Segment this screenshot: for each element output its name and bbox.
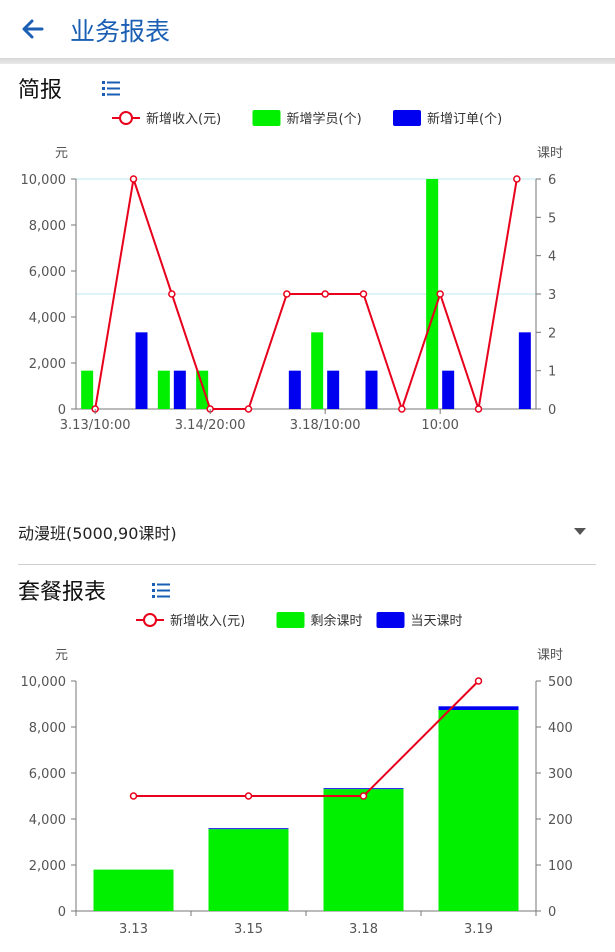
- bar: [288, 370, 301, 409]
- y2-tick-label: 4: [548, 250, 556, 265]
- y-tick-label: 10,000: [21, 173, 67, 188]
- legend-label: 当天课时: [411, 614, 463, 629]
- line-point: [513, 175, 521, 183]
- y2-tick-label: 0: [548, 403, 556, 418]
- y2-tick-label: 3: [548, 288, 556, 303]
- y2-axis-label: 课时: [537, 648, 563, 663]
- line-point: [129, 792, 138, 800]
- y2-tick-label: 5: [548, 211, 556, 226]
- bar: [438, 709, 519, 911]
- y-tick-label: 4,000: [29, 813, 66, 828]
- select-underline: [18, 564, 596, 565]
- package-select[interactable]: 动漫班(5000,90课时): [18, 512, 596, 565]
- bar: [518, 332, 531, 409]
- series-line: [133, 680, 480, 797]
- line-point: [129, 175, 138, 183]
- y2-tick-label: 300: [548, 767, 573, 782]
- bar: [323, 788, 404, 790]
- line-point: [359, 792, 368, 800]
- bar: [135, 332, 148, 409]
- x-tick-label: 10:00: [421, 418, 458, 433]
- y2-axis-label: 课时: [537, 146, 563, 161]
- bar: [426, 179, 439, 409]
- legend-swatch: [376, 612, 405, 628]
- y-tick-label: 8,000: [29, 219, 66, 234]
- line-point: [283, 290, 291, 298]
- x-tick-label: 3.19: [464, 922, 493, 937]
- back-arrow-icon[interactable]: [18, 14, 48, 44]
- legend-label: 新增收入(元): [170, 613, 245, 629]
- y2-tick-label: 1: [548, 365, 556, 380]
- y-tick-label: 0: [58, 403, 66, 418]
- list-icon[interactable]: [100, 78, 122, 98]
- x-tick-label: 3.13: [119, 922, 148, 937]
- legend-swatch: [276, 612, 305, 628]
- bar: [81, 370, 94, 409]
- line-point: [244, 792, 253, 800]
- line-point: [359, 290, 368, 298]
- line-point: [436, 290, 444, 298]
- summary-chart: 新增收入(元) 新增学员(个) 新增订单(个) 元 课时 0 2,000 4,000 6,000…: [21, 110, 563, 433]
- bar: [93, 869, 174, 911]
- y-tick-label: 4,000: [29, 311, 66, 326]
- x-tick-label: 3.18: [349, 922, 378, 937]
- y2-tick-label: 200: [548, 813, 573, 828]
- section-title-summary: 简报: [18, 78, 63, 103]
- bar: [208, 828, 289, 830]
- y2-tick-label: 500: [548, 675, 573, 690]
- legend-line-marker: [119, 111, 133, 125]
- x-tick-label: 3.13/10:00: [60, 418, 131, 433]
- y-tick-label: 0: [58, 905, 66, 920]
- bar: [323, 789, 404, 911]
- legend-swatch: [252, 110, 281, 126]
- bar: [442, 370, 455, 409]
- header-divider: [0, 58, 615, 64]
- y-tick-label: 8,000: [29, 721, 66, 736]
- bar: [208, 829, 289, 911]
- line-point: [474, 405, 483, 413]
- page-title: 业务报表: [70, 17, 171, 46]
- y-tick-label: 6,000: [29, 265, 66, 280]
- y-tick-label: 6,000: [29, 767, 66, 782]
- y2-tick-label: 400: [548, 721, 573, 736]
- legend-label: 新增订单(个): [427, 111, 502, 127]
- y2-tick-label: 0: [548, 905, 556, 920]
- bar: [327, 370, 340, 409]
- x-tick-label: 3.15: [234, 922, 263, 937]
- y-tick-label: 2,000: [29, 859, 66, 874]
- legend-label: 剩余课时: [311, 613, 363, 629]
- section-title-package: 套餐报表: [18, 580, 107, 605]
- y-tick-label: 2,000: [29, 357, 66, 372]
- legend-label: 新增收入(元): [146, 111, 221, 127]
- legend-label: 新增学员(个): [287, 111, 362, 127]
- y-axis-label: 元: [55, 648, 68, 663]
- app-header: 业务报表: [0, 0, 615, 64]
- dropdown-arrow-icon: [574, 528, 586, 535]
- line-point: [321, 290, 329, 298]
- line-point: [244, 405, 253, 413]
- y2-tick-label: 100: [548, 859, 573, 874]
- line-point: [168, 290, 176, 298]
- line-point: [474, 677, 483, 685]
- y2-tick-label: 6: [548, 173, 556, 188]
- bar: [365, 370, 378, 409]
- y2-tick-label: 2: [548, 326, 556, 341]
- bar: [438, 706, 519, 710]
- bar: [196, 370, 209, 409]
- package-select-value: 动漫班(5000,90课时): [18, 524, 177, 543]
- line-point: [398, 405, 406, 413]
- series-line: [94, 178, 518, 413]
- bar: [311, 332, 324, 409]
- x-tick-label: 3.14/20:00: [175, 418, 246, 433]
- bar: [173, 370, 186, 409]
- bar: [157, 370, 170, 409]
- list-icon[interactable]: [150, 580, 172, 600]
- y-axis-label: 元: [55, 146, 68, 161]
- x-tick-label: 3.18/10:00: [290, 418, 361, 433]
- y-tick-label: 10,000: [21, 675, 67, 690]
- legend-line-marker: [143, 613, 157, 627]
- legend-swatch: [393, 110, 421, 126]
